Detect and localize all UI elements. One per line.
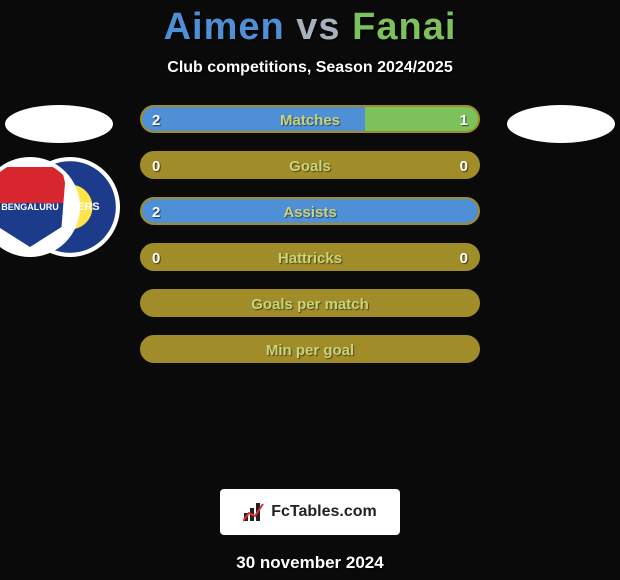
player1-photo-placeholder bbox=[5, 105, 113, 143]
watermark: FcTables.com bbox=[220, 489, 400, 535]
footer-date: 30 november 2024 bbox=[0, 553, 620, 573]
stat-label: Goals bbox=[142, 153, 478, 179]
stat-row: Goals per match bbox=[140, 289, 480, 317]
subtitle: Club competitions, Season 2024/2025 bbox=[0, 59, 620, 77]
club2-short: BENGALURU bbox=[1, 202, 59, 212]
watermark-text: FcTables.com bbox=[271, 503, 377, 521]
stat-bars: 21Matches 00Goals 2Assists 00Hattricks Goals… bbox=[140, 105, 480, 381]
page-title: Aimen vs Fanai bbox=[0, 0, 620, 49]
stat-row: Min per goal bbox=[140, 335, 480, 363]
stat-label: Min per goal bbox=[142, 337, 478, 363]
stat-row: 00Goals bbox=[140, 151, 480, 179]
title-vs: vs bbox=[296, 6, 340, 48]
chart-icon bbox=[243, 502, 265, 522]
stat-label: Goals per match bbox=[142, 291, 478, 317]
stat-row: 21Matches bbox=[140, 105, 480, 133]
comparison-stage: BLASTERS ★ ★ BENGALURU 21Matches00Goals2… bbox=[0, 105, 620, 205]
club2-shield: BENGALURU bbox=[0, 167, 65, 247]
title-player1: Aimen bbox=[164, 6, 285, 48]
stat-row: 2Assists bbox=[140, 197, 480, 225]
stat-label: Matches bbox=[142, 107, 478, 133]
stat-row: 00Hattricks bbox=[140, 243, 480, 271]
stat-label: Hattricks bbox=[142, 245, 478, 271]
player2-photo-placeholder bbox=[507, 105, 615, 143]
stat-label: Assists bbox=[142, 199, 478, 225]
title-player2: Fanai bbox=[352, 6, 456, 48]
